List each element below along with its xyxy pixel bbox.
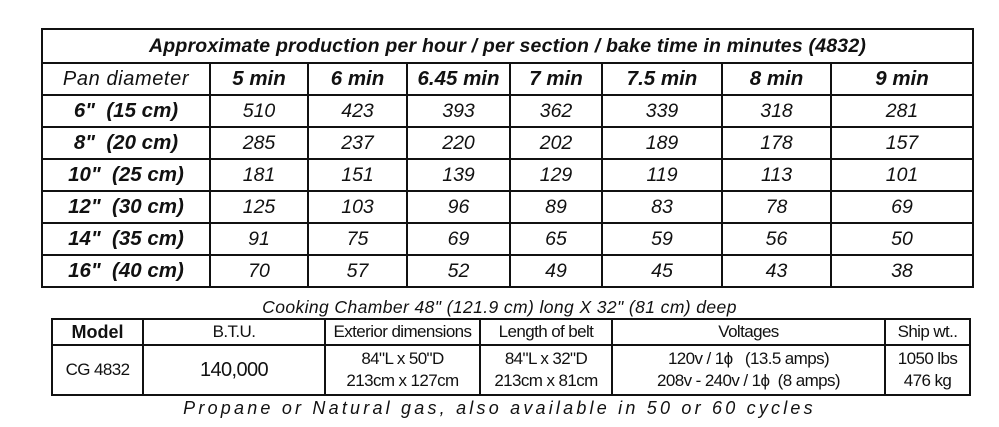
production-value: 181 xyxy=(209,158,309,192)
model-value: CG 4832 xyxy=(51,344,144,396)
ship-weight-header: Ship wt.. xyxy=(884,318,971,346)
pan-diameter-label: 16" (40 cm) xyxy=(41,254,211,288)
production-value: 151 xyxy=(307,158,408,192)
production-value: 189 xyxy=(601,126,723,160)
production-value: 83 xyxy=(601,190,723,224)
production-value: 89 xyxy=(509,190,603,224)
belt-value: 84"L x 32"D 213cm x 81cm xyxy=(479,344,613,396)
production-value: 57 xyxy=(307,254,408,288)
production-value: 69 xyxy=(829,190,975,224)
column-header: 5 min xyxy=(209,62,309,96)
btu-value: 140,000 xyxy=(142,344,326,396)
spec-table: Model B.T.U. Exterior dimensions Length … xyxy=(51,318,971,396)
production-value: 50 xyxy=(829,222,975,256)
voltage-208-240: 208v - 240v / 1ϕ (8 amps) xyxy=(657,371,841,390)
spec-data-row: CG 4832 140,000 84"L x 50"D 213cm x 127c… xyxy=(51,344,971,396)
spec-header-row: Model B.T.U. Exterior dimensions Length … xyxy=(51,318,971,346)
table-row: 8" (20 cm) 285 237 220 202 189 178 157 xyxy=(41,126,975,160)
corner-label: Pan diameter xyxy=(41,62,211,96)
cooking-chamber-note: Cooking Chamber 48" (121.9 cm) long X 32… xyxy=(262,297,737,317)
exterior-value: 84"L x 50"D 213cm x 127cm xyxy=(324,344,481,396)
production-value: 237 xyxy=(307,126,408,160)
ship-weight-value: 1050 lbs 476 kg xyxy=(884,344,971,396)
production-value: 178 xyxy=(721,126,832,160)
production-value: 393 xyxy=(406,94,511,128)
production-value: 125 xyxy=(209,190,309,224)
voltages-header: Voltages xyxy=(611,318,886,346)
column-header: 7.5 min xyxy=(601,62,723,96)
production-value: 49 xyxy=(509,254,603,288)
production-value: 59 xyxy=(601,222,723,256)
pan-diameter-label: 14" (35 cm) xyxy=(41,222,211,256)
model-header: Model xyxy=(51,318,144,346)
table-row: 14" (35 cm) 91 75 69 65 59 56 50 xyxy=(41,222,975,256)
production-value: 78 xyxy=(721,190,832,224)
production-value: 119 xyxy=(601,158,723,192)
column-header: 8 min xyxy=(721,62,832,96)
ship-weight-lbs: 1050 lbs xyxy=(897,349,958,368)
belt-header: Length of belt xyxy=(479,318,613,346)
table-row: 6" (15 cm) 510 423 393 362 339 318 281 xyxy=(41,94,975,128)
column-header: 7 min xyxy=(509,62,603,96)
production-value: 318 xyxy=(721,94,832,128)
exterior-metric: 213cm x 127cm xyxy=(346,371,459,390)
production-value: 339 xyxy=(601,94,723,128)
production-value: 129 xyxy=(509,158,603,192)
production-value: 157 xyxy=(829,126,975,160)
voltage-120: 120v / 1ϕ (13.5 amps) xyxy=(667,349,830,368)
production-value: 113 xyxy=(721,158,832,192)
production-value: 101 xyxy=(829,158,975,192)
pan-diameter-label: 10" (25 cm) xyxy=(41,158,211,192)
belt-metric: 213cm x 81cm xyxy=(494,371,598,390)
production-value: 139 xyxy=(406,158,511,192)
production-value: 285 xyxy=(209,126,309,160)
belt-imperial: 84"L x 32"D xyxy=(504,349,588,368)
production-value: 56 xyxy=(721,222,832,256)
fuel-note: Propane or Natural gas, also available i… xyxy=(183,398,816,418)
production-value: 510 xyxy=(209,94,309,128)
production-value: 96 xyxy=(406,190,511,224)
production-value: 91 xyxy=(209,222,309,256)
production-caption: Approximate production per hour / per se… xyxy=(40,28,975,64)
column-header-row: Pan diameter 5 min 6 min 6.45 min 7 min 7.5 … xyxy=(41,62,975,96)
pan-diameter-label: 12" (30 cm) xyxy=(41,190,211,224)
btu-header: B.T.U. xyxy=(142,318,326,346)
column-header: 6.45 min xyxy=(406,62,511,96)
production-value: 70 xyxy=(209,254,309,288)
ship-weight-kg: 476 kg xyxy=(903,371,952,390)
pan-diameter-label: 6" (15 cm) xyxy=(41,94,211,128)
production-table: Approximate production per hour / per se… xyxy=(40,28,975,288)
production-value: 423 xyxy=(307,94,408,128)
production-value: 103 xyxy=(307,190,408,224)
production-value: 65 xyxy=(509,222,603,256)
exterior-header: Exterior dimensions xyxy=(324,318,481,346)
production-value: 43 xyxy=(721,254,832,288)
production-value: 52 xyxy=(406,254,511,288)
pan-diameter-label: 8" (20 cm) xyxy=(41,126,211,160)
table-row: 10" (25 cm) 181 151 139 129 119 113 101 xyxy=(41,158,975,192)
production-value: 38 xyxy=(829,254,975,288)
production-value: 202 xyxy=(509,126,603,160)
production-value: 281 xyxy=(829,94,975,128)
table-row: 12" (30 cm) 125 103 96 89 83 78 69 xyxy=(41,190,975,224)
production-value: 69 xyxy=(406,222,511,256)
production-value: 75 xyxy=(307,222,408,256)
exterior-imperial: 84"L x 50"D xyxy=(361,349,444,368)
production-value: 362 xyxy=(509,94,603,128)
production-value: 220 xyxy=(406,126,511,160)
production-value: 45 xyxy=(601,254,723,288)
column-header: 9 min xyxy=(829,62,975,96)
table-row: 16" (40 cm) 70 57 52 49 45 43 38 xyxy=(41,254,975,288)
voltages-value: 120v / 1ϕ (13.5 amps) 208v - 240v / 1ϕ (… xyxy=(611,344,886,396)
caption-row: Approximate production per hour / per se… xyxy=(40,28,975,64)
column-header: 6 min xyxy=(307,62,408,96)
